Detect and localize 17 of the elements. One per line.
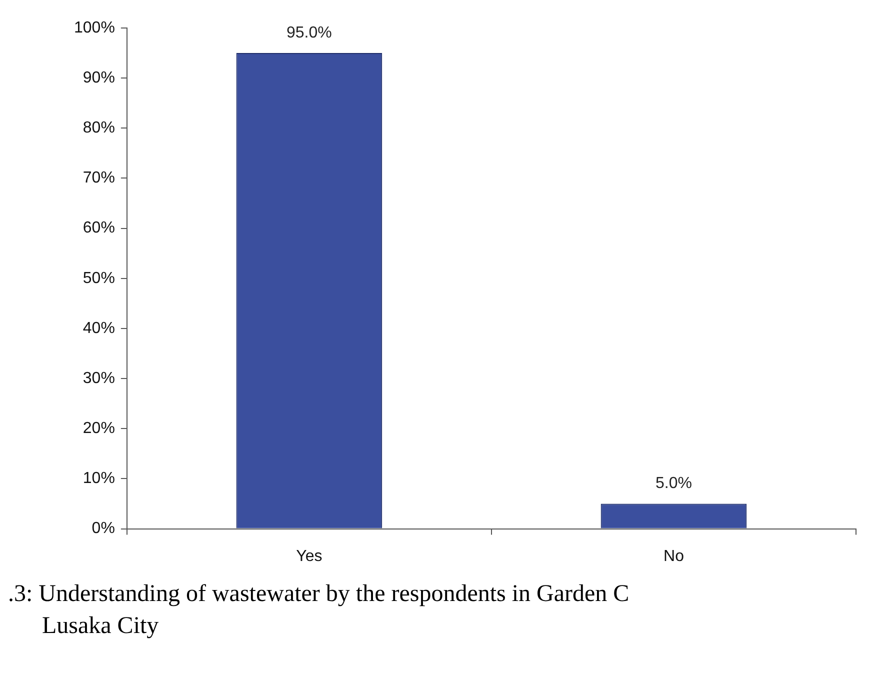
y-tick-label: 20% — [82, 420, 115, 438]
y-tick-label: 80% — [82, 120, 115, 137]
text: Lusaka City — [41, 612, 160, 641]
data-label: 95.0% — [286, 24, 332, 42]
text: .3: Understanding of wastewater by the respondents in Garden C — [8, 580, 630, 609]
y-tick-label: 90% — [82, 69, 115, 86]
y-tick-label: 0% — [92, 520, 115, 538]
y-tick-label: 40% — [82, 320, 115, 337]
y-tick-label: 10% — [82, 470, 115, 488]
y-tick-label: 70% — [82, 170, 115, 187]
y-tick-label: 50% — [82, 270, 115, 287]
y-tick-label: 60% — [82, 220, 115, 237]
y-tick-label: 30% — [82, 370, 115, 387]
x-tick-label: Yes — [296, 548, 322, 565]
data-label: 5.0% — [655, 475, 692, 492]
y-tick-label: 100% — [74, 19, 115, 36]
x-tick-label: No — [664, 548, 684, 565]
